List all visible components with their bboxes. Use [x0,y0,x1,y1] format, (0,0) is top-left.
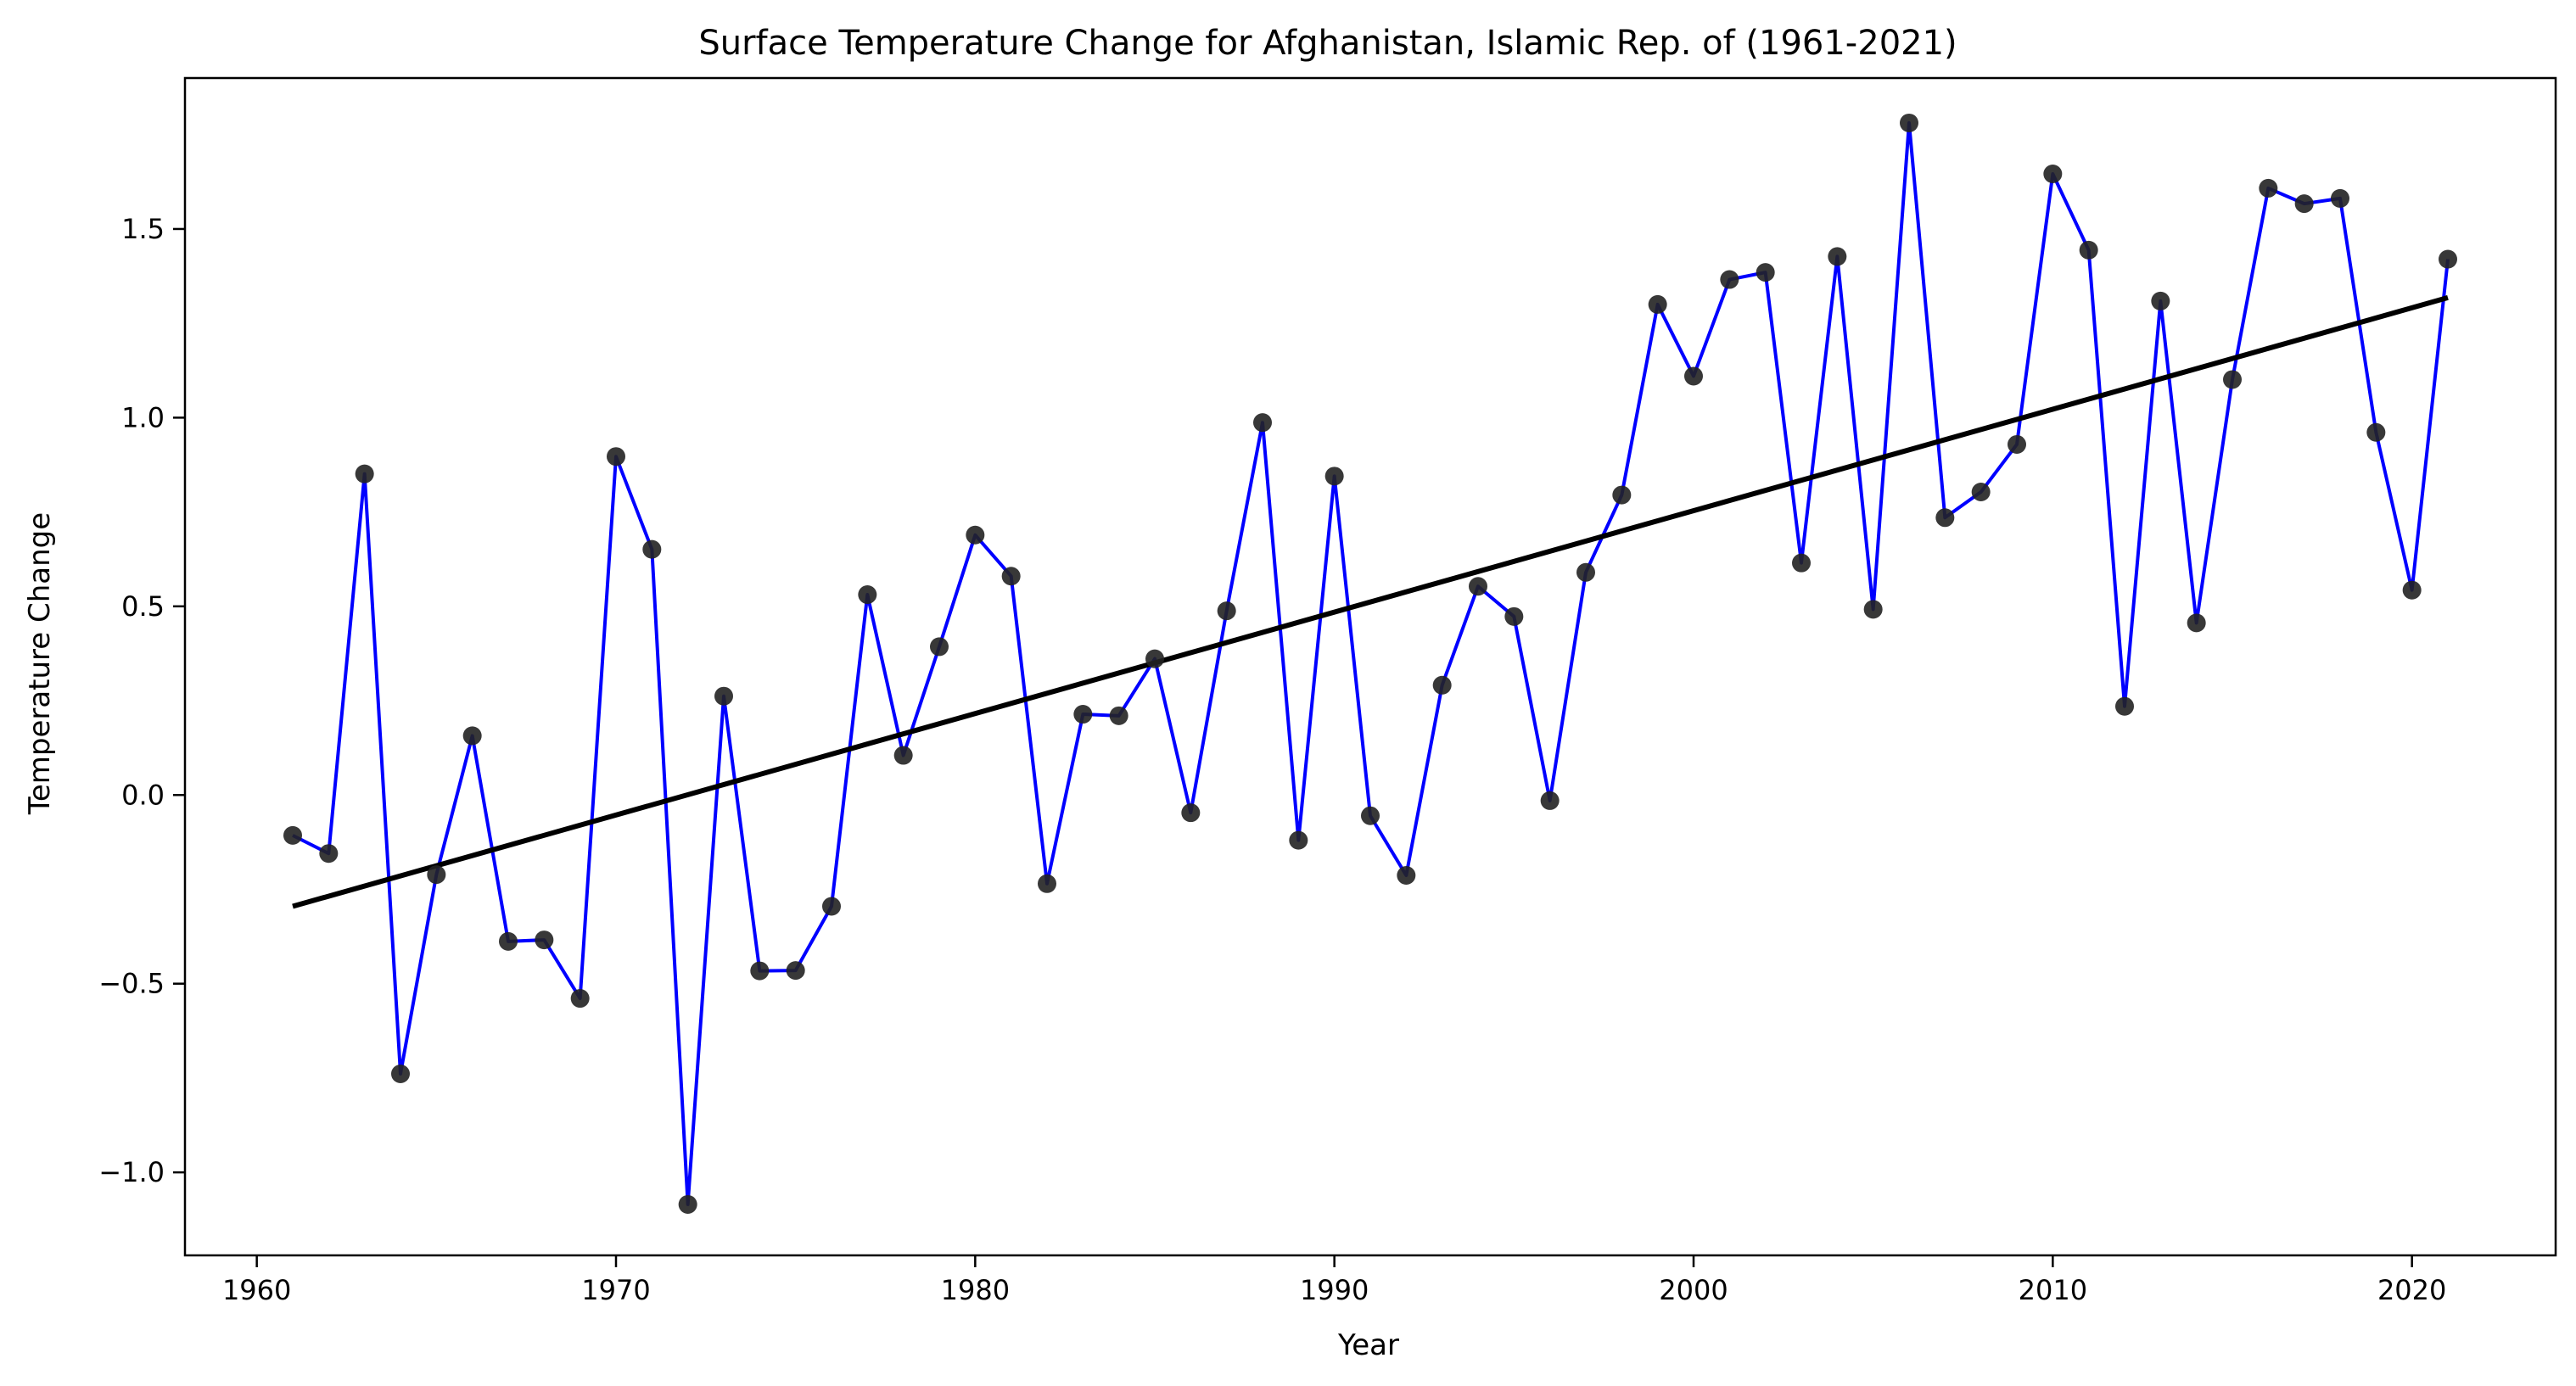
data-point [2439,249,2457,269]
y-tick-label: 0.0 [121,779,165,811]
data-point [1469,577,1487,596]
data-point [1756,263,1775,282]
data-point [893,746,913,765]
data-point [1001,567,1021,586]
data-point [427,865,446,885]
x-tick-label: 2020 [2377,1274,2446,1306]
y-tick-label: −1.0 [98,1156,165,1188]
data-point [642,539,662,559]
plot-frame [183,76,2557,1257]
data-point [1145,649,1164,668]
data-point [2008,434,2026,454]
data-point [1397,866,1416,886]
data-point [2402,580,2422,600]
data-point [2043,164,2063,183]
data-point [462,726,482,746]
data-point [1863,600,1883,619]
x-tick-label: 2000 [1659,1274,1728,1306]
data-point [2259,178,2278,198]
data-point [1720,270,1739,289]
trend-line [292,295,2449,909]
data-point [1648,294,1667,314]
data-point [499,931,518,951]
x-tick-label: 1990 [1300,1274,1369,1306]
x-axis-label: Year [1337,1328,1399,1362]
data-point [1432,675,1452,695]
data-point [714,686,733,706]
data-point [2187,613,2206,633]
data-point [355,464,374,483]
data-point [391,1065,410,1084]
data-point [786,961,805,981]
data-point [2294,194,2314,214]
data-point [1935,508,1955,528]
y-tick-label: −0.5 [98,968,165,1000]
y-axis-ticks: −1.0 −0.5 0.0 0.5 1.0 1.5 [98,213,185,1188]
data-points [283,113,2457,1214]
data-point [858,585,877,605]
chart-title: Surface Temperature Change for Afghanist… [698,24,1957,63]
data-point [1038,874,1056,893]
data-point [1217,601,1236,621]
data-point [2115,696,2134,716]
data-point [966,525,985,545]
y-tick-label: 1.5 [121,213,165,245]
y-axis-label: Temperature Change [23,512,57,815]
data-point [1361,806,1380,825]
data-point [2151,291,2170,310]
data-point [750,961,770,981]
data-point [283,825,302,845]
data-point [1540,791,1560,810]
data-point [1576,562,1595,582]
data-point [2366,422,2386,442]
data-point [1181,803,1201,823]
data-point [1971,483,1991,502]
x-tick-label: 2010 [2019,1274,2087,1306]
data-point [1900,113,1918,132]
data-point [678,1194,697,1214]
data-point [319,844,339,863]
data-point [1253,413,1272,433]
data-point [1792,553,1811,573]
y-tick-label: 0.5 [121,590,165,623]
data-point [570,989,590,1009]
data-point [1324,467,1344,486]
x-axis-ticks: 1960 1970 1980 1990 2000 2010 2020 [222,1255,2446,1306]
data-point [607,447,625,467]
data-point [930,637,949,657]
data-point [1289,830,1308,850]
trendline-group [292,295,2449,909]
x-tick-label: 1960 [222,1274,291,1306]
data-point [1073,705,1093,724]
data-point [822,897,841,916]
data-point [1109,706,1128,725]
data-point [2079,240,2098,260]
data-point [1684,366,1703,386]
data-point [535,931,554,950]
x-tick-label: 1980 [941,1274,1010,1306]
y-tick-label: 1.0 [121,401,165,433]
data-point [1612,485,1632,505]
data-point [2331,188,2349,208]
x-tick-label: 1970 [581,1274,650,1306]
data-point [2223,370,2242,389]
data-point [1828,247,1847,266]
data-point [1504,606,1524,626]
